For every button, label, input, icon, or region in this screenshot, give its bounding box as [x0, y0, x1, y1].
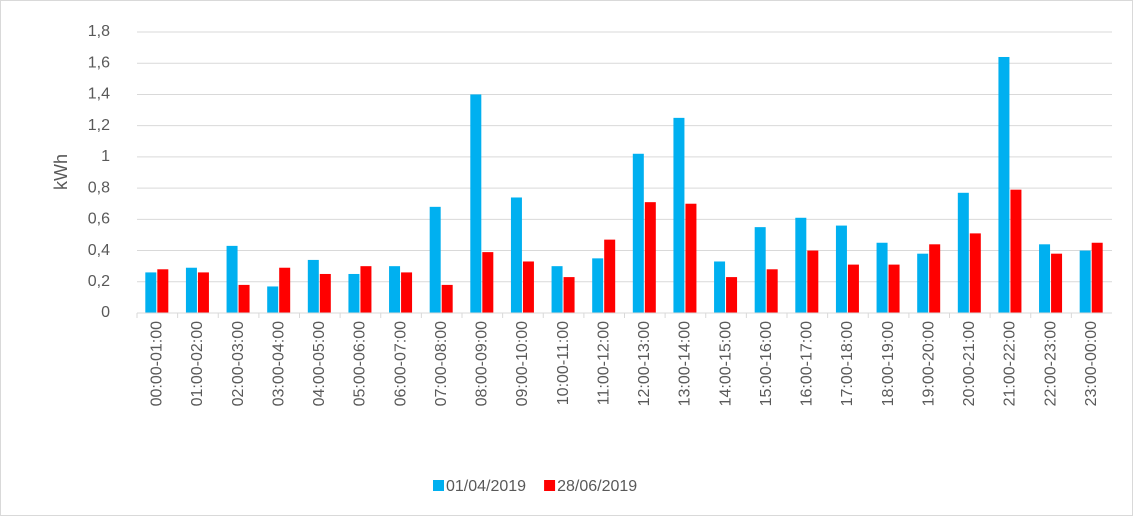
x-tick-label: 22:00-23:00 [1042, 321, 1059, 407]
bar [482, 252, 494, 313]
y-tick-label: 1,2 [88, 117, 110, 134]
bar [1051, 253, 1063, 313]
x-tick-label: 04:00-05:00 [311, 321, 328, 407]
bar [807, 250, 819, 313]
bar [319, 273, 331, 313]
y-tick-label: 0 [101, 304, 110, 321]
x-tick-label: 08:00-09:00 [474, 321, 491, 407]
bar [185, 267, 197, 313]
bar [888, 264, 900, 313]
x-tick-label: 14:00-15:00 [717, 321, 734, 407]
bar [145, 272, 157, 313]
x-tick-label: 10:00-11:00 [555, 321, 572, 405]
bar [969, 233, 981, 313]
bar [957, 192, 969, 313]
x-tick-label: 20:00-21:00 [961, 321, 978, 407]
y-tick-label: 0,8 [88, 179, 110, 196]
x-tick-label: 03:00-04:00 [270, 321, 287, 407]
x-tick-label: 15:00-16:00 [758, 321, 775, 407]
legend-label: 01/04/2019 [446, 478, 526, 495]
bar [401, 272, 413, 313]
x-tick-label: 21:00-22:00 [1002, 321, 1019, 407]
bar [360, 266, 372, 313]
bar [766, 269, 778, 313]
bar [279, 267, 291, 313]
bar [835, 225, 847, 313]
legend-swatch [433, 480, 444, 491]
bar [551, 266, 563, 313]
bar [441, 284, 453, 313]
x-tick-label: 16:00-17:00 [799, 321, 816, 407]
bar [876, 242, 888, 313]
bar [470, 94, 482, 313]
bar [795, 217, 807, 313]
y-tick-label: 1,4 [88, 86, 110, 103]
x-tick-label: 09:00-10:00 [514, 321, 531, 407]
bar [1091, 242, 1103, 313]
x-tick-label: 13:00-14:00 [677, 321, 694, 407]
bar [632, 153, 644, 313]
y-tick-label: 1,6 [88, 54, 110, 71]
y-tick-label: 0,4 [88, 242, 110, 259]
bar [197, 272, 209, 313]
bar [522, 261, 534, 313]
bar [348, 273, 360, 313]
y-axis-label: kWh [51, 154, 71, 190]
bar [726, 277, 738, 313]
bar [429, 206, 441, 313]
bar [917, 253, 929, 313]
bar [307, 259, 319, 313]
bar [754, 227, 766, 313]
bar [1010, 189, 1022, 313]
bar [998, 56, 1010, 313]
bar [226, 245, 238, 313]
bar [685, 203, 697, 313]
legend-swatch [544, 480, 556, 491]
bar [267, 286, 279, 313]
bar [157, 269, 169, 313]
x-labels: 00:00-01:00 01:00-02:00 02:00-03:00 03:00-0… [149, 321, 1100, 407]
bar [847, 264, 859, 313]
x-tick-label: 01:00-02:00 [189, 321, 206, 407]
x-tick-label: 07:00-08:00 [433, 321, 450, 407]
x-tick-label: 05:00-06:00 [352, 321, 369, 407]
bar [929, 244, 941, 313]
x-tick-label: 23:00-00:00 [1083, 321, 1100, 407]
y-tick-label: 1 [101, 148, 110, 165]
bar [1079, 250, 1091, 313]
bar [1039, 244, 1051, 313]
y-tick-label: 1,8 [88, 23, 110, 40]
y-tick-label: 0,2 [88, 273, 110, 290]
x-tick-label: 12:00-13:00 [636, 321, 653, 407]
bar [604, 239, 616, 313]
bar [510, 197, 522, 313]
y-tick-label: 0,6 [88, 211, 110, 228]
x-tick-label: 06:00-07:00 [392, 321, 409, 407]
bar [673, 117, 685, 313]
legend-label: 28/06/2019 [557, 478, 637, 495]
x-tick-label: 19:00-20:00 [920, 321, 937, 407]
bar [389, 266, 401, 313]
x-tick-label: 17:00-18:00 [839, 321, 856, 407]
x-tick-label: 02:00-03:00 [230, 321, 247, 407]
x-tick-label: 18:00-19:00 [880, 321, 897, 407]
bar [592, 258, 604, 313]
x-tick-label: 00:00-01:00 [149, 321, 166, 407]
bar [714, 261, 726, 313]
bar [563, 277, 575, 313]
bar [644, 202, 656, 313]
x-tick-label: 11:00-12:00 [595, 321, 612, 405]
bar [238, 284, 250, 313]
